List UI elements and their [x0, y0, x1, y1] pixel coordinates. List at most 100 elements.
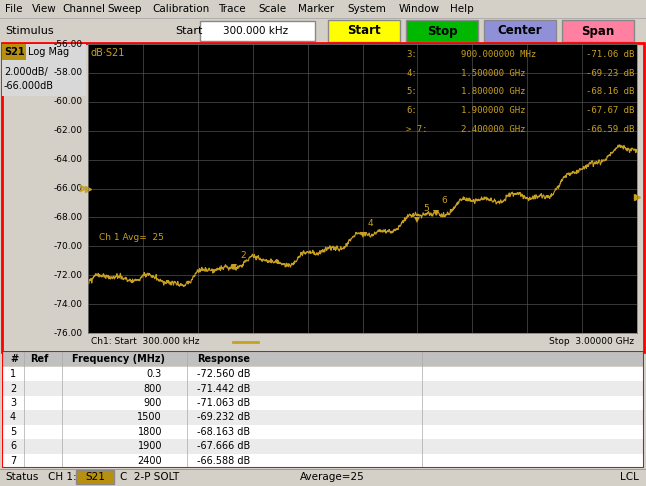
Text: Help: Help [450, 4, 474, 14]
Text: Log Mag: Log Mag [28, 47, 69, 57]
Text: Status: Status [5, 472, 38, 482]
Text: -69.23 dB: -69.23 dB [586, 69, 634, 78]
Text: S21: S21 [4, 47, 25, 57]
Bar [3, 352, 643, 366]
Text: -64.00: -64.00 [54, 155, 83, 164]
Text: -66.59 dB: -66.59 dB [586, 125, 634, 134]
Bar [3, 425, 643, 439]
Text: -56.00: -56.00 [54, 39, 83, 49]
Text: Ch 1 Avg=  25: Ch 1 Avg= 25 [99, 233, 164, 242]
Bar [562, 20, 634, 42]
Text: 2.000dB/: 2.000dB/ [4, 67, 48, 77]
Text: 5: 5 [423, 204, 429, 212]
Text: CH 1:: CH 1: [48, 472, 77, 482]
Text: Stop  3.00000 GHz: Stop 3.00000 GHz [549, 337, 634, 347]
Text: View: View [32, 4, 57, 14]
Text: 2: 2 [240, 251, 245, 260]
Bar [3, 410, 643, 425]
Text: -66.000dB: -66.000dB [4, 81, 54, 91]
Bar [200, 21, 315, 41]
Text: 4: 4 [368, 219, 373, 228]
Text: -72.560 dB: -72.560 dB [197, 369, 251, 379]
Text: -71.442 dB: -71.442 dB [197, 383, 251, 394]
Text: 3:: 3: [406, 50, 417, 59]
Text: Sweep: Sweep [107, 4, 141, 14]
Text: 4:: 4: [406, 69, 417, 78]
Text: -72.00: -72.00 [54, 271, 83, 280]
Text: File: File [5, 4, 23, 14]
Text: Start: Start [175, 26, 202, 36]
Text: Window: Window [399, 4, 440, 14]
Text: 4: 4 [10, 413, 16, 422]
Text: 1.900000 GHz: 1.900000 GHz [461, 106, 526, 115]
Text: Marker: Marker [298, 4, 334, 14]
Text: -68.16 dB: -68.16 dB [586, 87, 634, 96]
Text: 6: 6 [10, 441, 16, 451]
Text: 1500: 1500 [138, 413, 162, 422]
Text: -70.00: -70.00 [54, 242, 83, 251]
Text: 1: 1 [10, 369, 16, 379]
Text: 3: 3 [10, 398, 16, 408]
Text: -67.666 dB: -67.666 dB [197, 441, 250, 451]
Text: Start: Start [347, 24, 380, 37]
Text: LCL: LCL [620, 472, 639, 482]
Text: -76.00: -76.00 [54, 329, 83, 337]
Text: Average=25: Average=25 [300, 472, 365, 482]
Text: 2.400000 GHz: 2.400000 GHz [461, 125, 526, 134]
Text: 1800: 1800 [138, 427, 162, 437]
Bar [3, 367, 643, 382]
Text: C  2-P SOLT: C 2-P SOLT [120, 472, 179, 482]
Bar [3, 382, 643, 396]
Text: -74.00: -74.00 [54, 299, 83, 309]
Text: Trace: Trace [218, 4, 245, 14]
Text: -71.063 dB: -71.063 dB [197, 398, 250, 408]
Text: System: System [347, 4, 386, 14]
Text: 1900: 1900 [138, 441, 162, 451]
Bar [328, 20, 400, 42]
Text: Ch1: Start  300.000 kHz: Ch1: Start 300.000 kHz [91, 337, 200, 347]
Bar [3, 453, 643, 468]
Text: Center: Center [497, 24, 542, 37]
Bar [406, 20, 478, 42]
Text: 1.800000 GHz: 1.800000 GHz [461, 87, 526, 96]
Bar [76, 470, 114, 484]
Text: 300.000 kHz: 300.000 kHz [224, 26, 289, 36]
Text: -66.588 dB: -66.588 dB [197, 456, 250, 466]
Text: > 7:: > 7: [406, 125, 428, 134]
Bar [3, 439, 643, 453]
Text: 5:: 5: [406, 87, 417, 96]
Text: 2400: 2400 [138, 456, 162, 466]
Text: 7: 7 [10, 456, 16, 466]
Text: -68.00: -68.00 [54, 213, 83, 222]
Text: S21: S21 [85, 472, 105, 482]
Text: -62.00: -62.00 [54, 126, 83, 135]
Text: -69.232 dB: -69.232 dB [197, 413, 251, 422]
Text: -58.00: -58.00 [54, 69, 83, 77]
Text: #: # [10, 354, 18, 364]
Text: 2: 2 [10, 383, 16, 394]
Text: 5: 5 [10, 427, 16, 437]
Text: Frequency (MHz): Frequency (MHz) [72, 354, 165, 364]
Text: 900.000000 MHz: 900.000000 MHz [461, 50, 537, 59]
Text: -66.00: -66.00 [54, 184, 83, 193]
Text: Scale: Scale [258, 4, 286, 14]
Text: -71.06 dB: -71.06 dB [586, 50, 634, 59]
Text: Ref: Ref [30, 354, 48, 364]
Bar [2, 44, 26, 60]
Text: Span: Span [581, 24, 614, 37]
Text: Channel: Channel [62, 4, 105, 14]
Text: -60.00: -60.00 [54, 97, 83, 106]
Text: 900: 900 [143, 398, 162, 408]
Text: dB·S21: dB·S21 [90, 48, 125, 58]
Text: 800: 800 [143, 383, 162, 394]
Text: Stimulus: Stimulus [5, 26, 54, 36]
Text: -68.163 dB: -68.163 dB [197, 427, 250, 437]
Text: Stop: Stop [427, 24, 457, 37]
Bar [3, 396, 643, 410]
Text: 6:: 6: [406, 106, 417, 115]
Text: Response: Response [197, 354, 250, 364]
Text: 0.3: 0.3 [147, 369, 162, 379]
Text: 1.500000 GHz: 1.500000 GHz [461, 69, 526, 78]
Bar [484, 20, 556, 42]
Bar [2, 44, 86, 96]
